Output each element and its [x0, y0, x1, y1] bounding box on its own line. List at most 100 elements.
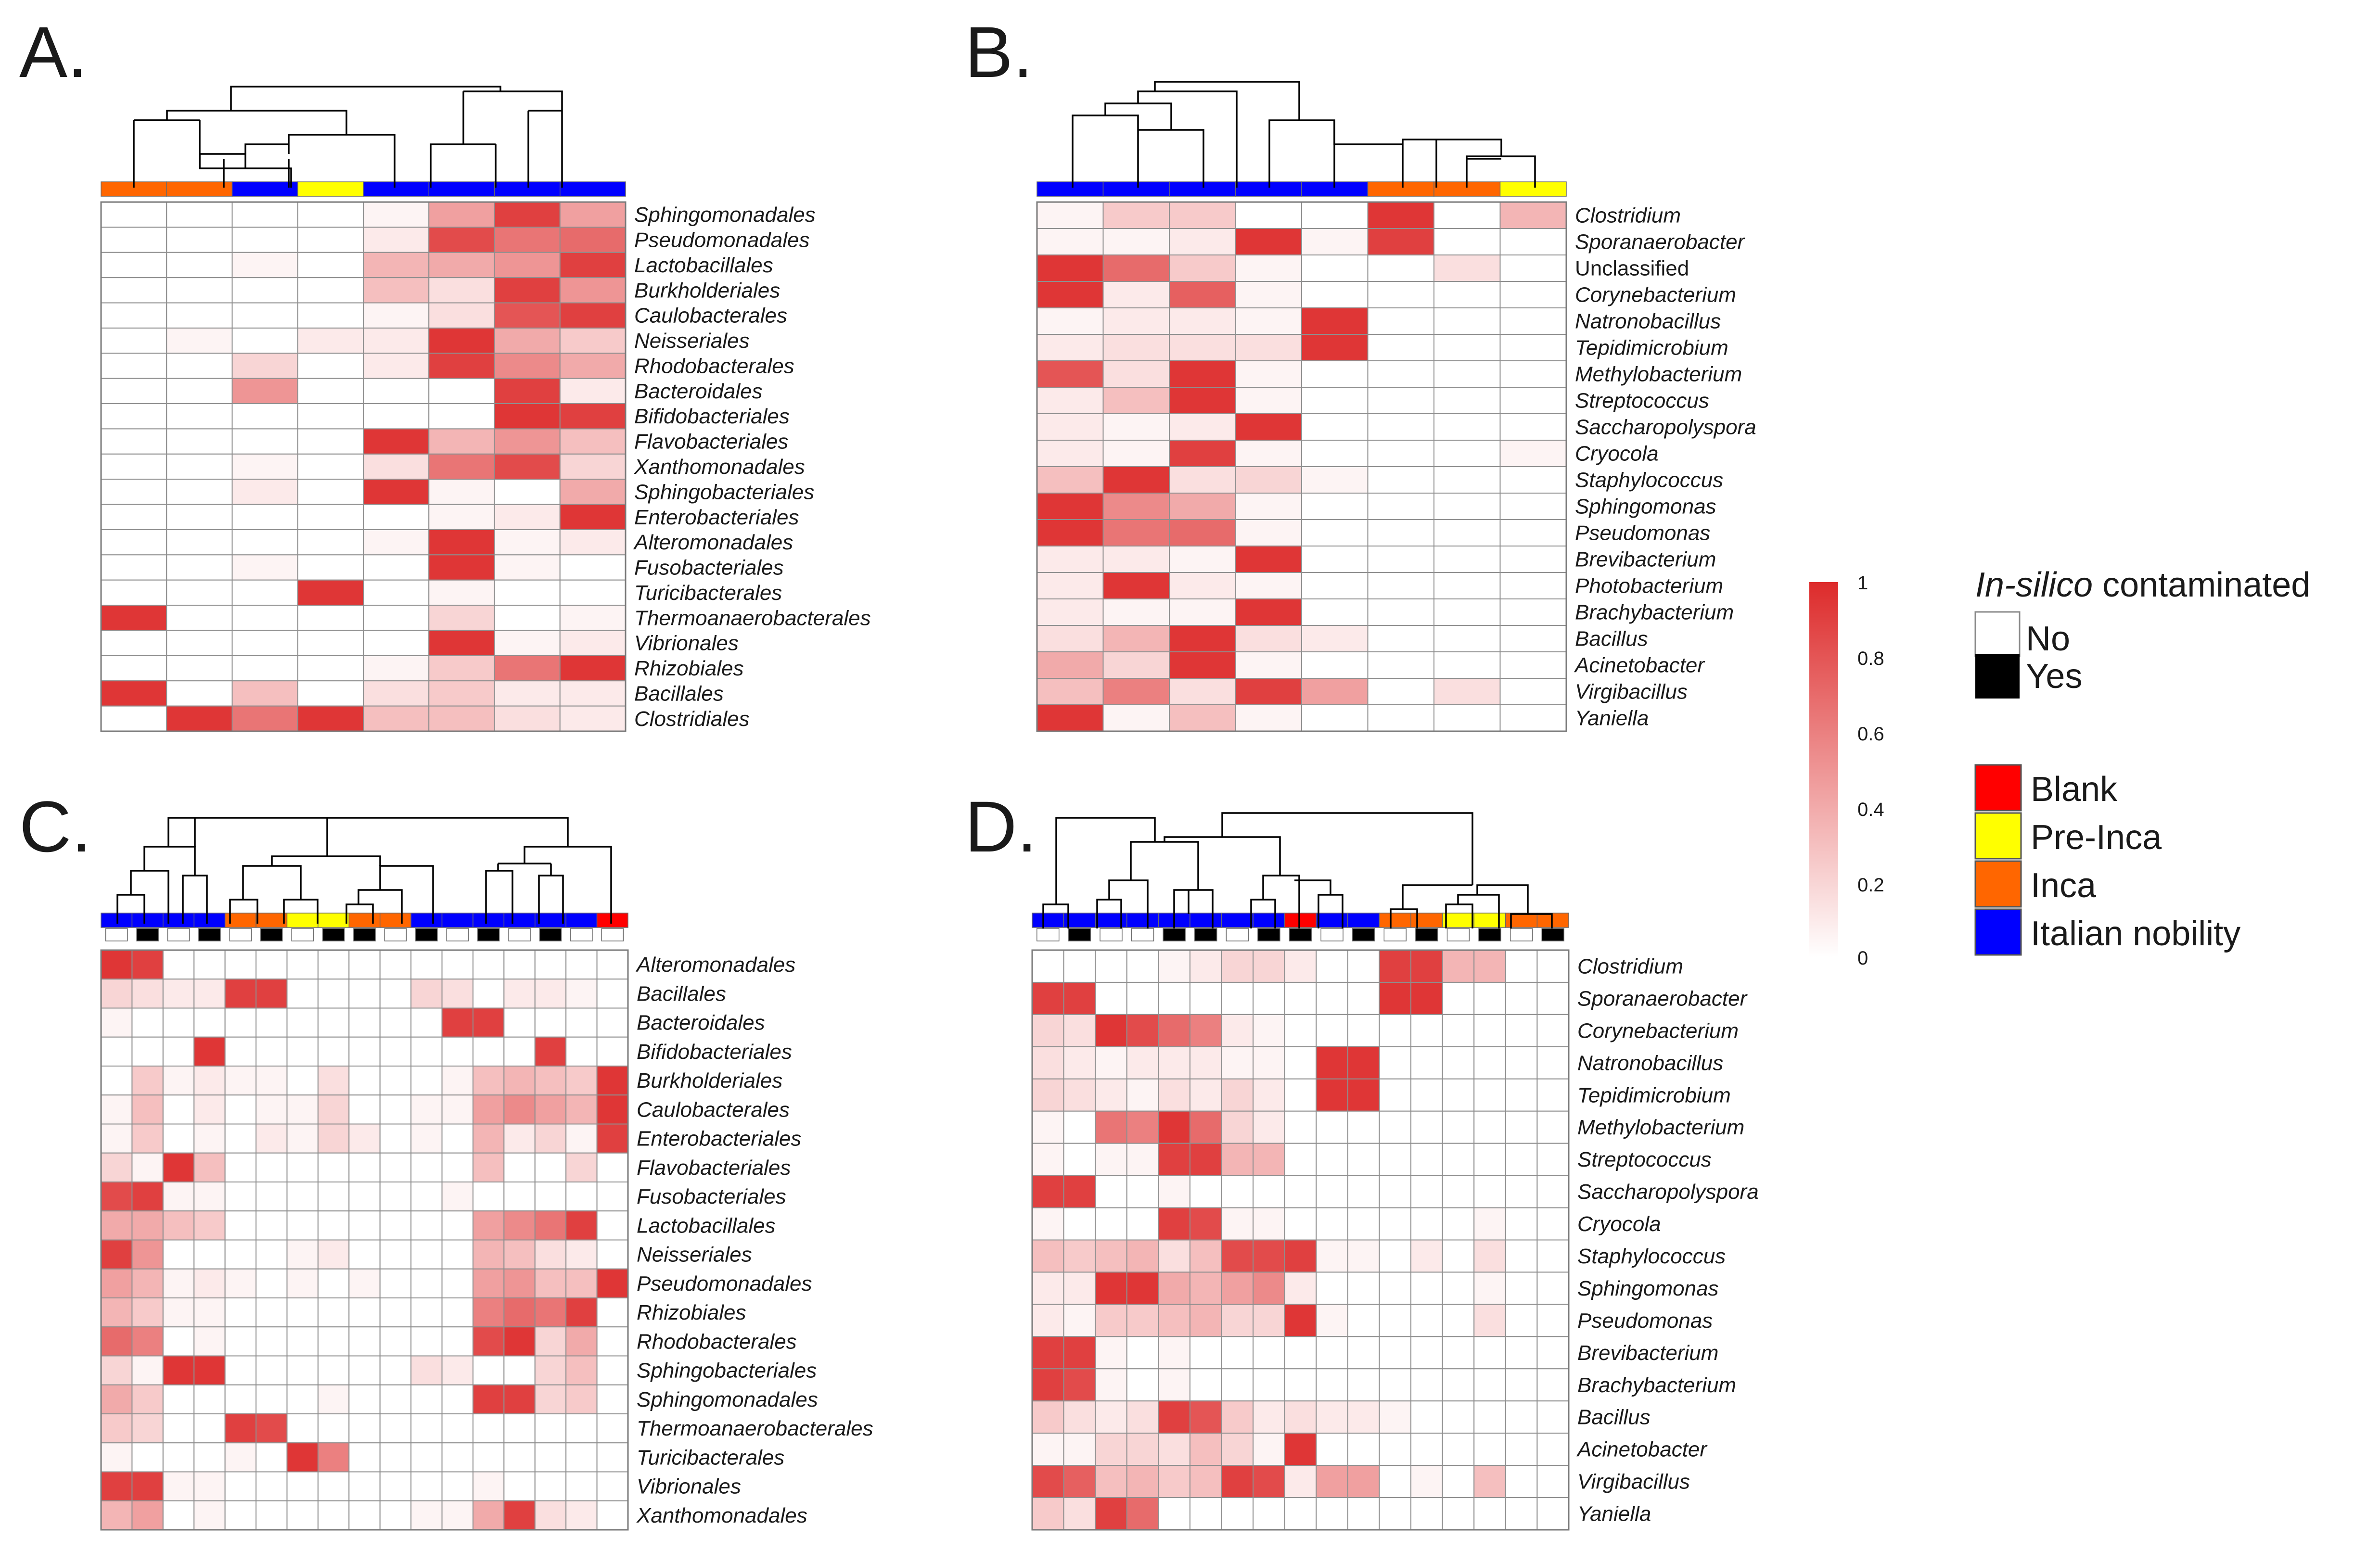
- panel-c-heatmap-cell: [348, 1182, 381, 1212]
- panel-a-heatmap-cell: [559, 479, 626, 505]
- panel-d-heatmap-cell: [1063, 1046, 1096, 1080]
- panel-c-row-label: Sphingomonadales: [637, 1388, 818, 1411]
- panel-d-heatmap-cell: [1032, 1046, 1064, 1080]
- panel-c-heatmap-cell: [162, 1094, 195, 1125]
- panel-c-heatmap-cell: [596, 1123, 629, 1154]
- panel-a-heatmap-cell: [166, 605, 233, 631]
- panel-d-heatmap-cell: [1473, 1368, 1506, 1402]
- panel-c-heatmap-cell: [596, 1471, 629, 1501]
- panel-b-heatmap-cell: [1367, 387, 1434, 414]
- panel-c-heatmap-cell: [596, 1326, 629, 1357]
- panel-b-row-label: Corynebacterium: [1575, 283, 1736, 307]
- panel-b-heatmap-cell: [1499, 228, 1567, 255]
- panel-d-heatmap-cell: [1158, 1368, 1190, 1402]
- panel-d-contamination-cell: [1320, 928, 1344, 941]
- panel-b-heatmap-cell: [1367, 678, 1434, 705]
- panel-c-heatmap-cell: [317, 1123, 350, 1154]
- panel-c-group-bar-cell: [565, 913, 598, 928]
- panel-b-heatmap-cell: [1036, 625, 1104, 652]
- panel-d-heatmap-cell: [1316, 1465, 1348, 1499]
- panel-a-heatmap-cell: [428, 353, 495, 379]
- panel-c-contamination-cell: [322, 928, 345, 941]
- panel-c-heatmap-cell: [101, 1036, 133, 1067]
- panel-c-heatmap-cell: [348, 1036, 381, 1067]
- panel-d-row-label: Virgibacillus: [1577, 1470, 1690, 1494]
- panel-c-heatmap-cell: [224, 1442, 257, 1473]
- panel-a-heatmap-cell: [297, 327, 364, 354]
- panel-d-heatmap-cell: [1379, 1046, 1412, 1080]
- panel-d-contamination-cell: [1478, 928, 1501, 941]
- panel-c-heatmap-cell: [256, 1239, 288, 1270]
- panel-b-heatmap-cell: [1102, 202, 1170, 229]
- panel-d-heatmap-cell: [1473, 1110, 1506, 1144]
- panel-d-heatmap-cell: [1347, 1046, 1380, 1080]
- panel-d-heatmap-cell: [1095, 1175, 1127, 1208]
- panel-d-contamination-cell: [1100, 928, 1123, 941]
- panel-b-heatmap-cell: [1301, 360, 1369, 388]
- panel-c-contamination-cell: [105, 928, 128, 941]
- panel-b-heatmap-cell: [1235, 307, 1302, 335]
- panel-d-heatmap-cell: [1095, 1046, 1127, 1080]
- panel-b-heatmap-cell: [1169, 572, 1236, 599]
- panel-c-heatmap-cell: [256, 1182, 288, 1212]
- panel-d-contamination-cell: [1036, 928, 1060, 941]
- panel-d-heatmap-cell: [1095, 1239, 1127, 1273]
- panel-c-heatmap-cell: [131, 1471, 164, 1501]
- panel-c-heatmap-cell: [596, 1152, 629, 1182]
- panel-c-heatmap-cell: [565, 1500, 598, 1530]
- panel-c-row-label: Vibrionales: [637, 1475, 741, 1499]
- panel-d-contamination-cell: [1068, 928, 1091, 941]
- panel-d-heatmap-cell: [1379, 981, 1412, 1015]
- panel-a-heatmap-cell: [363, 705, 430, 732]
- panel-a-group-bar-cell: [231, 181, 298, 197]
- panel-c-heatmap-cell: [565, 1326, 598, 1357]
- panel-d-heatmap-cell: [1347, 981, 1380, 1015]
- panel-d-heatmap-cell: [1505, 950, 1538, 983]
- panel-d-heatmap-cell: [1284, 1433, 1317, 1466]
- panel-d-heatmap-cell: [1095, 1400, 1127, 1434]
- panel-d-heatmap-cell: [1284, 950, 1317, 983]
- panel-c-heatmap-cell: [131, 1297, 164, 1328]
- panel-c-heatmap-cell: [534, 1007, 567, 1038]
- panel-a-heatmap-cell: [559, 378, 626, 405]
- panel-b-heatmap-cell: [1102, 625, 1170, 652]
- panel-c-heatmap-cell: [101, 1182, 133, 1212]
- panel-c-heatmap-cell: [441, 1123, 473, 1154]
- panel-c-heatmap-cell: [131, 1210, 164, 1241]
- panel-b-heatmap-cell: [1499, 598, 1567, 626]
- panel-b-heatmap-cell: [1499, 281, 1567, 308]
- panel-a-heatmap-cell: [297, 202, 364, 228]
- panel-d-heatmap-cell: [1158, 1304, 1190, 1337]
- panel-b-heatmap-cell: [1235, 493, 1302, 520]
- panel-a-heatmap-cell: [363, 605, 430, 631]
- panel-c-heatmap-cell: [162, 1210, 195, 1241]
- panel-a-heatmap-cell: [101, 227, 167, 253]
- panel-c-heatmap-cell: [131, 1384, 164, 1414]
- panel-a-heatmap-cell: [101, 579, 167, 606]
- panel-b-row-label: Methylobacterium: [1575, 363, 1742, 386]
- panel-b-heatmap-cell: [1367, 440, 1434, 467]
- panel-b-heatmap-cell: [1499, 440, 1567, 467]
- panel-c-heatmap-cell: [441, 1210, 473, 1241]
- panel-d-heatmap-cell: [1189, 1465, 1222, 1499]
- panel-a-row-label: Pseudomonadales: [634, 229, 809, 252]
- panel-c-row-label: Pseudomonadales: [637, 1272, 812, 1296]
- panel-d-heatmap-cell: [1221, 1110, 1254, 1144]
- panel-d-heatmap-cell: [1473, 1465, 1506, 1499]
- panel-a-heatmap-cell: [363, 252, 430, 279]
- panel-b-heatmap-cell: [1036, 387, 1104, 414]
- panel-b-row-label: Tepidimicrobium: [1575, 336, 1728, 360]
- panel-d-row-label: Staphylococcus: [1577, 1245, 1726, 1268]
- panel-d-heatmap-cell: [1032, 1014, 1064, 1047]
- panel-c-heatmap-cell: [348, 1355, 381, 1385]
- panel-d-heatmap-cell: [1347, 1078, 1380, 1112]
- pre-inca-label: Pre-Inca: [2031, 818, 2162, 857]
- panel-c-heatmap-cell: [441, 1326, 473, 1357]
- panel-c-heatmap-cell: [131, 1036, 164, 1067]
- panel-b-group-bar-cell: [1102, 181, 1170, 197]
- panel-d-heatmap-cell: [1253, 1433, 1285, 1466]
- panel-d-row-label: Pseudomonas: [1577, 1309, 1713, 1333]
- panel-c-heatmap-cell: [348, 1384, 381, 1414]
- panel-d-heatmap-cell: [1032, 981, 1064, 1015]
- panel-c-heatmap-cell: [317, 1500, 350, 1530]
